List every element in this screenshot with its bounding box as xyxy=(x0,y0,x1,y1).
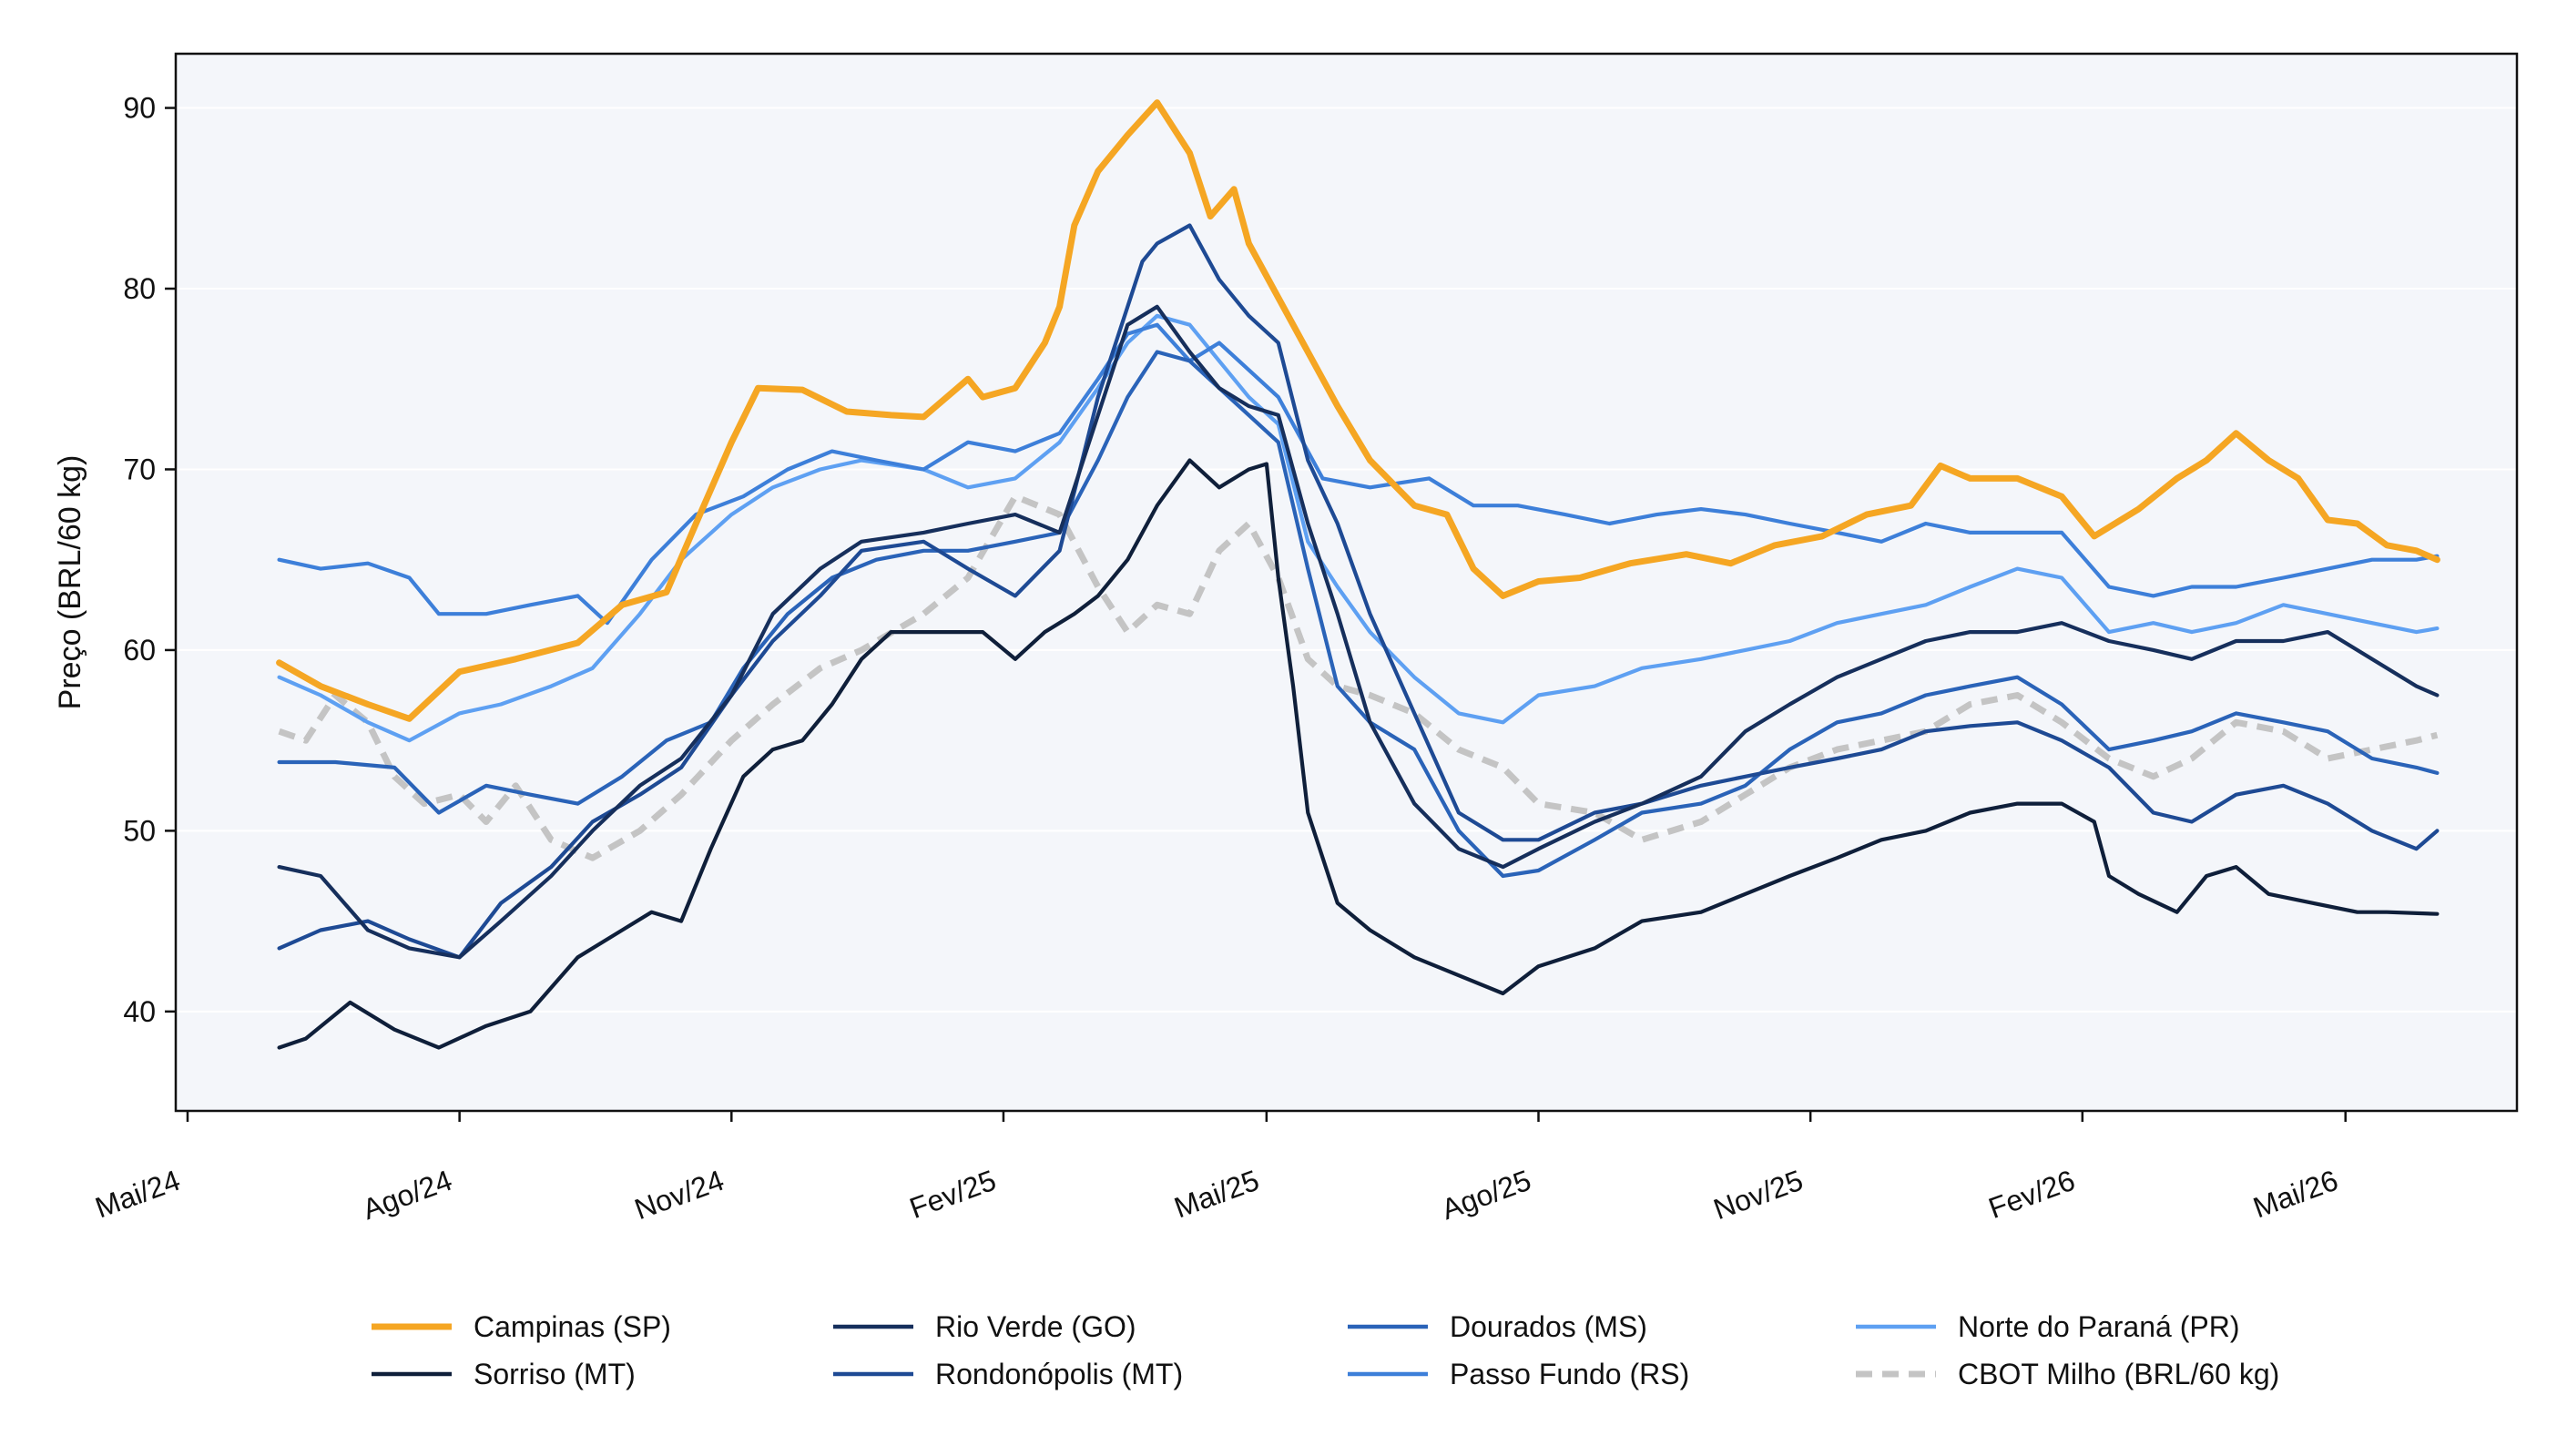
grid-lines xyxy=(176,107,2517,1013)
legend-label: Dourados (MS) xyxy=(1450,1310,1647,1343)
x-tick-label: Nov/25 xyxy=(1709,1164,1808,1227)
y-tick-label: 60 xyxy=(123,634,156,667)
legend-label: Norte do Paraná (PR) xyxy=(1958,1310,2239,1343)
y-tick-label: 40 xyxy=(123,995,156,1028)
y-axis: 40 50 60 70 80 90 xyxy=(123,92,176,1028)
legend: Campinas (SP) Sorriso (MT) Rio Verde (GO) R… xyxy=(372,1310,2279,1390)
y-tick-label: 70 xyxy=(123,453,156,485)
legend-label: Rio Verde (GO) xyxy=(935,1310,1136,1343)
legend-label: Rondonópolis (MT) xyxy=(935,1358,1183,1390)
plot-background xyxy=(176,54,2517,1111)
series-line xyxy=(277,223,2440,960)
x-tick-label: Ago/25 xyxy=(1437,1164,1535,1227)
x-tick-label: Fev/26 xyxy=(1984,1164,2079,1225)
legend-label: Campinas (SP) xyxy=(474,1310,671,1343)
x-tick-label: Fev/25 xyxy=(905,1164,1000,1225)
series-line xyxy=(277,458,2440,1050)
series-line xyxy=(277,350,2440,879)
series-lines xyxy=(276,99,2440,1050)
y-axis-title: Preço (BRL/60 kg) xyxy=(53,455,87,710)
legend-label: CBOT Milho (BRL/60 kg) xyxy=(1958,1358,2279,1390)
x-tick-label: Mai/26 xyxy=(2249,1164,2343,1225)
legend-label: Passo Fundo (RS) xyxy=(1450,1358,1689,1390)
series-line xyxy=(276,99,2440,722)
series-line xyxy=(278,493,2439,861)
x-tick-label: Mai/25 xyxy=(1170,1164,1264,1225)
x-tick-label: Nov/24 xyxy=(630,1164,728,1227)
plot-frame xyxy=(174,52,2519,1113)
x-tick-label: Mai/24 xyxy=(91,1164,185,1225)
y-tick-label: 50 xyxy=(123,814,156,847)
y-tick-label: 90 xyxy=(123,92,156,125)
y-tick-label: 80 xyxy=(123,272,156,305)
x-axis: Mai/24 Ago/24 Nov/24 Fev/25 Mai/25 Ago/25 Nov/… xyxy=(91,1111,2347,1227)
legend-label: Sorriso (MT) xyxy=(474,1358,636,1390)
series-line xyxy=(277,304,2440,960)
x-tick-label: Ago/24 xyxy=(358,1164,456,1227)
